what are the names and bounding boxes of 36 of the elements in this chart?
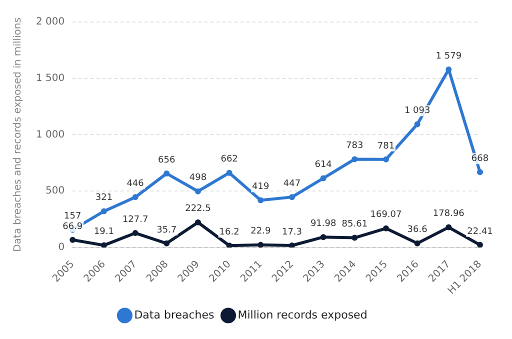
y-tick-label: 2 000 bbox=[36, 16, 65, 28]
data-label: 19.1 bbox=[94, 227, 114, 238]
data-label: 157 bbox=[64, 212, 82, 222]
data-label: 66.9 bbox=[62, 222, 83, 232]
data-label: 656 bbox=[158, 155, 176, 166]
data-label: 169.07 bbox=[370, 210, 402, 220]
data-label: 498 bbox=[189, 173, 207, 184]
data-label: 446 bbox=[126, 179, 144, 190]
data-label: 662 bbox=[220, 154, 238, 165]
y-tick-label: 1 500 bbox=[36, 72, 65, 84]
data-label: 447 bbox=[283, 178, 301, 189]
data-label: 1 093 bbox=[404, 106, 430, 116]
data-label: 22.41 bbox=[467, 226, 493, 237]
y-tick-label: 500 bbox=[46, 186, 65, 197]
data-label: 781 bbox=[377, 141, 395, 152]
data-label: 668 bbox=[471, 154, 489, 164]
data-label: 783 bbox=[346, 141, 364, 152]
data-label: 91.98 bbox=[310, 218, 336, 229]
y-tick-label: 0 bbox=[58, 242, 65, 254]
legend-label: Million records exposed bbox=[238, 308, 368, 322]
y-axis-title: Data breaches and records exposed in millions bbox=[12, 18, 24, 252]
data-label: 17.3 bbox=[282, 227, 302, 238]
data-label: 35.7 bbox=[156, 225, 177, 236]
data-label: 222.5 bbox=[185, 204, 211, 214]
data-label: 178.96 bbox=[432, 209, 465, 220]
data-label: 1 579 bbox=[436, 51, 462, 62]
data-label: 419 bbox=[252, 182, 270, 192]
legend-label: Data breaches bbox=[134, 308, 215, 322]
data-label: 321 bbox=[95, 193, 113, 204]
data-label: 614 bbox=[314, 160, 332, 170]
data-label: 22.9 bbox=[250, 226, 271, 237]
data-label: 127.7 bbox=[122, 214, 148, 225]
data-label: 85.61 bbox=[342, 220, 368, 230]
y-tick-label: 1 000 bbox=[36, 129, 65, 140]
data-label: 16.2 bbox=[219, 227, 240, 238]
data-label: 36.6 bbox=[407, 225, 428, 236]
